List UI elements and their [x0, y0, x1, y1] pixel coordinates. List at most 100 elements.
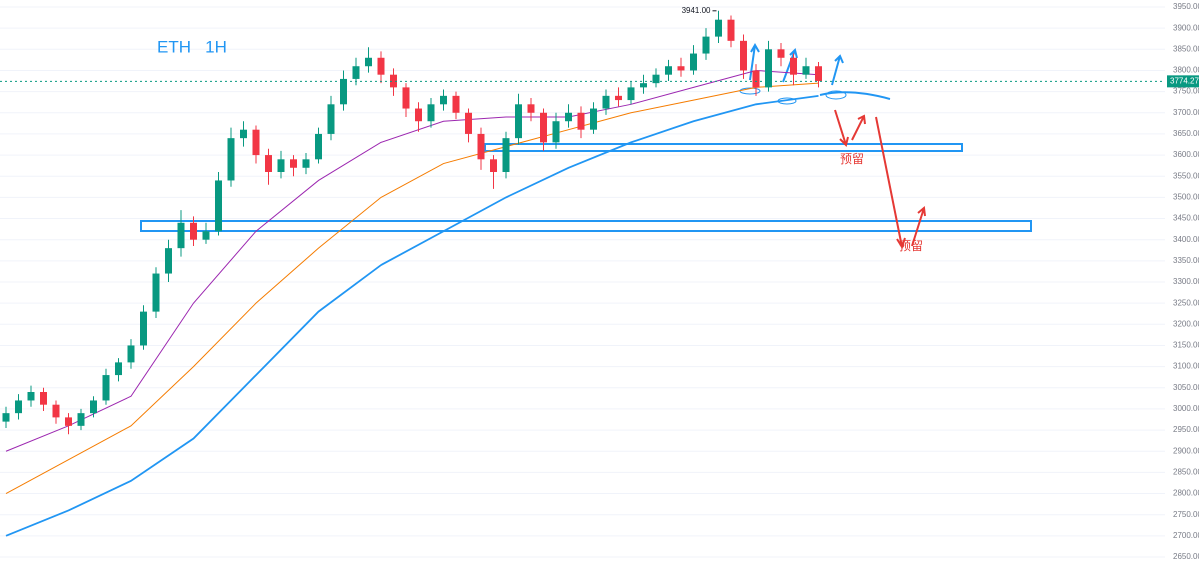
zone-box — [140, 220, 1032, 232]
candle-body — [815, 66, 822, 82]
y-tick-label: 3500.00 — [1173, 192, 1199, 201]
zone-box — [484, 143, 963, 152]
moving-average — [5, 82, 819, 494]
candle-body — [302, 159, 310, 168]
candle-body — [52, 404, 60, 418]
y-tick-label: 3800.00 — [1173, 66, 1199, 75]
y-tick-label: 3000.00 — [1173, 404, 1199, 413]
last-price-box — [1167, 75, 1199, 88]
arrow — [831, 54, 844, 86]
candle-body — [177, 222, 185, 249]
high-marker-label: 3941.00 — [682, 6, 711, 15]
moving-average — [5, 94, 819, 537]
candle-body — [115, 362, 122, 376]
candle-body — [352, 66, 360, 79]
candle-body — [627, 87, 635, 101]
y-tick-label: 3750.00 — [1173, 87, 1199, 96]
candle-body — [765, 49, 772, 88]
candle-body — [790, 57, 797, 75]
candle-body — [215, 180, 222, 232]
candle-body — [702, 36, 710, 54]
candle-body — [515, 104, 522, 139]
ellipse-marker — [825, 90, 847, 100]
candle-body — [665, 66, 672, 75]
y-tick-label: 2950.00 — [1173, 425, 1199, 434]
y-tick-label: 2650.00 — [1173, 552, 1199, 561]
candle-body — [727, 19, 735, 41]
candle-body — [90, 400, 97, 414]
candle-body — [102, 375, 110, 401]
y-tick-label: 3850.00 — [1173, 44, 1199, 53]
y-tick-label: 2750.00 — [1173, 510, 1199, 519]
annotation: 预留 — [840, 152, 864, 166]
candle-body — [165, 248, 172, 274]
candle-body — [252, 129, 260, 156]
candle-body — [477, 133, 485, 160]
y-tick-label: 3950.00 — [1173, 2, 1199, 11]
candle-body — [227, 138, 235, 181]
candle-body — [452, 95, 460, 113]
y-tick-label: 3700.00 — [1173, 108, 1199, 117]
candle-body — [465, 112, 472, 134]
y-tick-label: 3150.00 — [1173, 341, 1199, 350]
candle-body — [2, 413, 10, 422]
y-tick-label: 2900.00 — [1173, 446, 1199, 455]
y-tick-label: 3100.00 — [1173, 362, 1199, 371]
candle-body — [127, 345, 135, 363]
candle-body — [240, 129, 247, 139]
candle-body — [677, 66, 685, 71]
candle-body — [777, 49, 785, 58]
projection-curve — [819, 91, 891, 100]
candle-body — [652, 74, 660, 84]
candle-body — [540, 112, 547, 143]
candle-body — [390, 74, 397, 88]
candle-body — [565, 112, 572, 122]
y-tick-label: 3350.00 — [1173, 256, 1199, 265]
arrow — [911, 206, 926, 247]
candle-body — [327, 104, 335, 134]
candle-body — [315, 133, 322, 160]
candle-body — [590, 108, 597, 130]
candle-body — [490, 159, 497, 172]
candle-body — [65, 417, 72, 426]
candle-body — [377, 57, 385, 75]
y-tick-label: 2850.00 — [1173, 467, 1199, 476]
grid — [0, 6, 1165, 558]
candle-body — [365, 57, 372, 67]
candle-body — [152, 273, 160, 312]
candle-body — [202, 231, 210, 240]
candle-body — [277, 159, 285, 172]
candle-body — [402, 87, 410, 109]
chart-title: ETH 1H — [157, 37, 227, 56]
y-tick-label: 3200.00 — [1173, 319, 1199, 328]
candle-body — [802, 66, 810, 75]
y-tick-label: 2700.00 — [1173, 531, 1199, 540]
candle-body — [740, 40, 747, 71]
last-price-label: 3774.27 — [1170, 76, 1199, 85]
candle-body — [415, 108, 422, 122]
candle-body — [15, 400, 22, 414]
candle-body — [577, 112, 585, 130]
candle-body — [527, 104, 535, 113]
y-tick-label: 3250.00 — [1173, 298, 1199, 307]
y-tick-label: 3400.00 — [1173, 235, 1199, 244]
arrow — [851, 114, 866, 141]
candle-body — [265, 155, 272, 172]
moving-average — [5, 69, 819, 452]
candle-body — [27, 392, 35, 401]
y-tick-label: 3300.00 — [1173, 277, 1199, 286]
y-tick-label: 3450.00 — [1173, 214, 1199, 223]
drawings — [140, 42, 1032, 250]
arrow — [749, 42, 760, 81]
candle-body — [77, 413, 85, 426]
candle-body — [40, 392, 47, 405]
candle-body — [190, 222, 197, 240]
candle-body — [502, 138, 510, 172]
arrow — [875, 116, 906, 250]
y-tick-label: 2800.00 — [1173, 489, 1199, 498]
candle-body — [427, 104, 435, 122]
candle-body — [690, 53, 697, 71]
candle-body — [290, 159, 297, 168]
y-tick-label: 3600.00 — [1173, 150, 1199, 159]
candle-body — [140, 311, 147, 346]
